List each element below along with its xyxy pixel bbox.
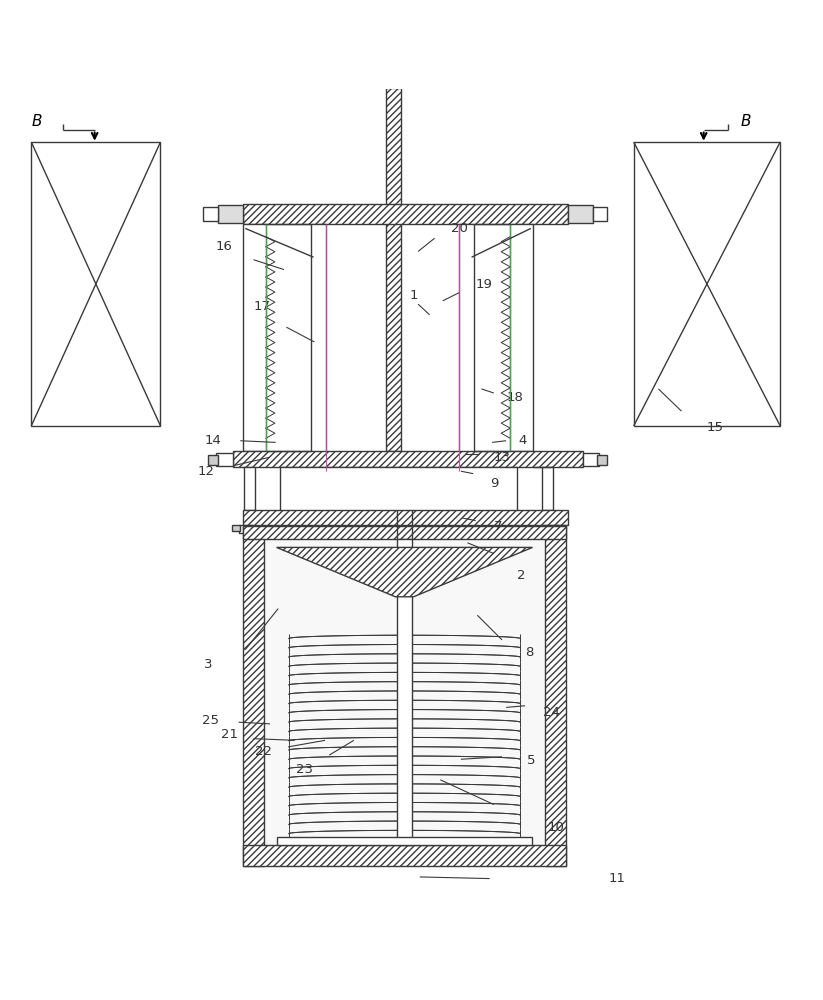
Bar — [459, 224, 474, 471]
Bar — [277, 837, 532, 845]
Bar — [244, 467, 255, 510]
Text: 2: 2 — [517, 569, 525, 582]
Text: 25: 25 — [202, 714, 219, 727]
Text: 5: 5 — [527, 754, 535, 767]
Bar — [280, 467, 517, 530]
Bar — [243, 526, 566, 539]
Text: 20: 20 — [451, 222, 468, 235]
Text: B: B — [31, 114, 42, 129]
Text: 24: 24 — [543, 706, 560, 719]
Bar — [543, 525, 558, 533]
Bar — [542, 467, 553, 510]
Text: 18: 18 — [506, 391, 523, 404]
Bar — [243, 510, 568, 525]
Text: 21: 21 — [221, 728, 238, 741]
Bar — [243, 224, 266, 451]
Text: B: B — [741, 114, 751, 129]
Text: 10: 10 — [547, 821, 565, 834]
Bar — [510, 224, 533, 451]
Bar — [568, 205, 593, 223]
Text: 8: 8 — [525, 646, 533, 659]
Text: 17: 17 — [253, 300, 271, 313]
Bar — [203, 207, 218, 221]
Bar — [386, 89, 401, 451]
Text: 15: 15 — [706, 421, 723, 434]
Text: 19: 19 — [476, 278, 493, 291]
Bar — [243, 845, 566, 866]
Bar — [264, 539, 545, 845]
Text: 11: 11 — [609, 872, 626, 885]
Bar — [583, 453, 599, 466]
Text: 16: 16 — [216, 240, 233, 253]
Bar — [397, 539, 412, 845]
Text: 23: 23 — [296, 763, 314, 776]
Bar — [243, 526, 264, 866]
Bar — [545, 526, 566, 866]
Bar — [239, 525, 253, 533]
Bar — [216, 453, 233, 466]
Bar — [218, 205, 243, 223]
Bar — [233, 451, 583, 467]
Bar — [593, 207, 607, 221]
Bar — [311, 224, 326, 471]
Bar — [232, 525, 240, 531]
Text: 14: 14 — [204, 434, 221, 447]
Bar — [31, 142, 160, 426]
Bar — [243, 204, 568, 224]
Text: 7: 7 — [494, 520, 502, 533]
Text: 4: 4 — [518, 434, 527, 447]
Bar — [634, 142, 780, 426]
Bar — [208, 455, 218, 465]
Text: 9: 9 — [490, 477, 498, 490]
Text: 13: 13 — [494, 451, 511, 464]
Text: 3: 3 — [204, 658, 212, 671]
Polygon shape — [277, 547, 532, 597]
Text: 22: 22 — [255, 745, 272, 758]
Bar — [556, 525, 565, 531]
Text: 1: 1 — [410, 289, 418, 302]
Text: 12: 12 — [198, 465, 215, 478]
Bar — [597, 455, 607, 465]
